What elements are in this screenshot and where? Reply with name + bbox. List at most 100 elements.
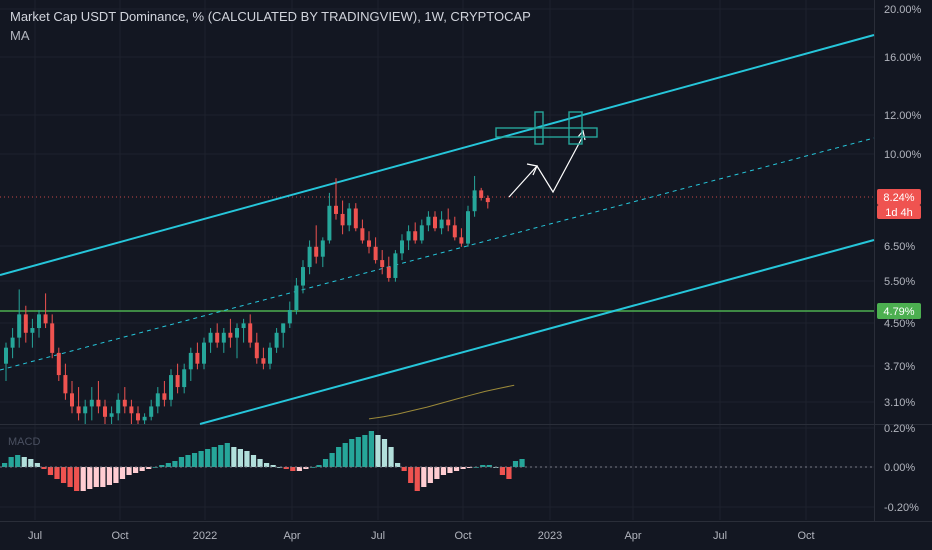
macd-bar xyxy=(283,467,289,469)
macd-bar xyxy=(74,467,80,491)
macd-bar xyxy=(100,467,106,487)
candle-body xyxy=(426,216,431,226)
channel-upper-line xyxy=(0,34,875,276)
macd-bar xyxy=(8,457,14,467)
candle-body xyxy=(142,416,147,421)
macd-bar xyxy=(322,459,329,467)
candle-body xyxy=(208,332,213,343)
macd-bar xyxy=(244,451,250,467)
candle-body xyxy=(241,323,246,329)
price-tick-label: 10.00% xyxy=(884,149,922,161)
projection-path xyxy=(508,135,584,198)
indicator-label[interactable]: MA xyxy=(10,28,30,43)
candle-body xyxy=(393,253,398,278)
candle-body xyxy=(221,332,226,343)
macd-bar xyxy=(270,465,276,467)
macd-bar xyxy=(28,459,34,467)
macd-bar xyxy=(211,447,217,467)
candle-body xyxy=(17,314,22,338)
projection-arrowhead xyxy=(526,163,538,176)
support-price-badge: 4.79% xyxy=(883,306,914,318)
candle-body xyxy=(452,225,457,238)
macd-bar xyxy=(427,467,433,483)
macd-bar xyxy=(421,467,427,487)
support-price-badge-bg xyxy=(877,303,921,319)
macd-bar xyxy=(205,449,211,467)
macd-bar xyxy=(506,467,512,479)
macd-bar xyxy=(250,455,257,467)
macd-bar xyxy=(375,435,381,467)
moving-average-line xyxy=(368,384,515,420)
macd-bar xyxy=(414,467,420,491)
macd-bar xyxy=(362,435,368,467)
macd-bar xyxy=(355,437,361,467)
target-box xyxy=(534,111,544,145)
macd-bar xyxy=(159,465,165,467)
price-tick-label: 12.00% xyxy=(884,110,922,122)
candle-body xyxy=(122,399,127,407)
candle-body xyxy=(439,219,444,229)
candle-body xyxy=(215,332,220,343)
osc-tick-label: -0.20% xyxy=(884,502,919,514)
time-tick-label: Jul xyxy=(28,530,42,542)
candle-body xyxy=(63,375,68,394)
macd-bar xyxy=(21,457,27,467)
macd-bar xyxy=(165,463,171,467)
time-tick-label: Oct xyxy=(797,530,814,542)
countdown-badge-bg xyxy=(877,205,921,219)
candle-body xyxy=(446,219,451,226)
candle-body xyxy=(43,314,48,324)
macd-bar xyxy=(316,465,322,467)
candle-body xyxy=(182,369,187,388)
macd-bar xyxy=(440,467,447,475)
target-box xyxy=(495,127,598,138)
channel-lower-line xyxy=(199,239,875,425)
macd-bar xyxy=(185,455,191,467)
price-tick-label: 3.70% xyxy=(884,361,915,373)
time-tick-label: 2023 xyxy=(538,530,562,542)
channel-mid-line xyxy=(0,137,875,371)
candle-body xyxy=(380,260,385,268)
candle-body xyxy=(235,328,239,338)
macd-bar xyxy=(290,467,296,471)
macd-bar xyxy=(257,459,263,467)
macd-bar xyxy=(231,447,237,467)
macd-bar xyxy=(54,467,60,479)
candle-body xyxy=(413,231,418,241)
candle-body xyxy=(400,240,404,254)
candle-body xyxy=(248,323,253,343)
price-tick-label: 5.50% xyxy=(884,276,915,288)
candle-body xyxy=(373,246,378,261)
macd-bar xyxy=(480,465,486,467)
candle-body xyxy=(202,342,206,364)
candle-body xyxy=(10,337,15,348)
macd-bar xyxy=(237,449,243,467)
macd-bar xyxy=(447,467,453,473)
time-tick-label: Apr xyxy=(624,530,641,542)
candle-body xyxy=(89,399,94,407)
macd-bar xyxy=(408,467,414,483)
osc-tick-label: 0.20% xyxy=(884,423,915,435)
macd-bar xyxy=(519,459,525,467)
candle-body xyxy=(419,225,424,241)
candle-body xyxy=(169,375,173,400)
macd-bar xyxy=(368,431,374,467)
candle-body xyxy=(254,342,259,359)
candle-body xyxy=(294,285,299,311)
candle-body xyxy=(281,323,286,333)
candle-body xyxy=(96,399,101,407)
candle-body xyxy=(406,231,411,241)
candle-body xyxy=(175,375,180,388)
macd-bar xyxy=(93,467,99,487)
candle-body xyxy=(261,358,266,364)
candle-body xyxy=(136,413,140,421)
macd-bar xyxy=(499,467,505,475)
macd-bar xyxy=(460,467,466,469)
macd-bar xyxy=(296,467,302,471)
oscillator-label: MACD xyxy=(8,436,41,448)
candle-body xyxy=(479,190,484,198)
candle-body xyxy=(116,399,121,414)
macd-bar xyxy=(191,453,198,467)
macd-bar xyxy=(2,463,8,467)
